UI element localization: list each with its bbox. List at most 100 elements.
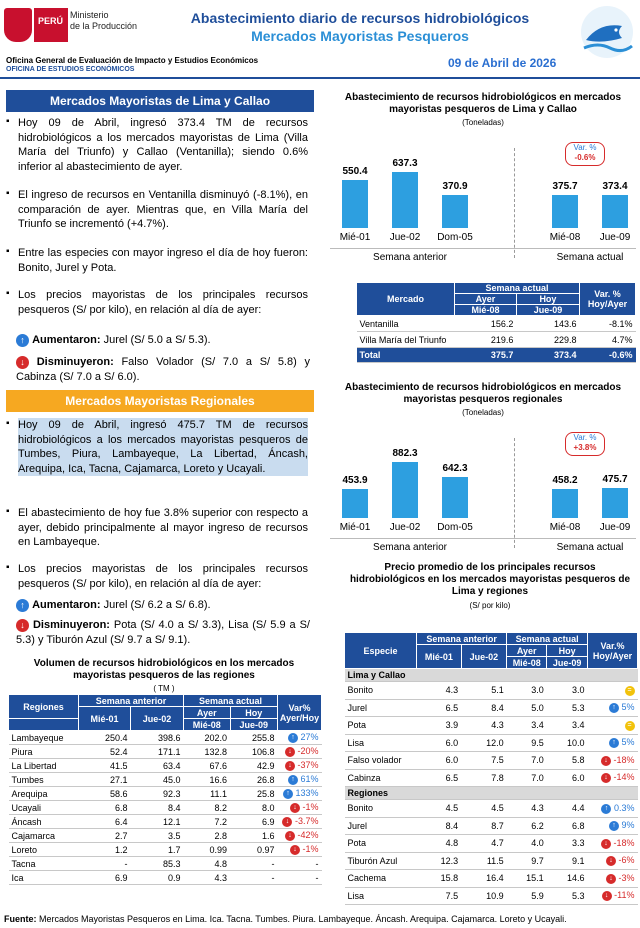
arrow-down-icon: ↓ <box>600 773 611 784</box>
chart-bar <box>552 489 578 518</box>
table-total-row: Total 375.7 373.4 -0.6% <box>356 347 636 363</box>
table-row: Bonito 4.3 5.1 3.0 3.0 = <box>344 681 638 700</box>
page-title: Abastecimiento diario de recursos hidrob… <box>190 10 530 26</box>
chart-value-label: 642.3 <box>442 463 468 474</box>
arrow-down-icon: ↓ <box>16 618 29 632</box>
arrow-down-icon: ↓ <box>282 816 293 827</box>
table-row: Piura 52.4 171.1 132.8 106.8 ↓ -20% <box>8 744 322 759</box>
bullet-icon: ▪ <box>6 188 10 199</box>
reg-paragraph-2: El abastecimiento de hoy fue 3.8% superi… <box>18 507 308 548</box>
chart2-unit: (Toneladas) <box>462 408 504 417</box>
arrow-up-icon: ↑ <box>287 774 298 785</box>
chart1-unit: (Toneladas) <box>462 118 504 127</box>
lima-banner: Mercados Mayoristas de Lima y Callao <box>6 90 314 112</box>
arrow-up-icon: ↑ <box>16 333 29 347</box>
chart-category-label: Dom-05 <box>437 522 473 533</box>
table-row: Áncash 6.4 12.1 7.2 6.9 ↓ -3.7% <box>8 814 322 829</box>
table-row: Cajamarca 2.7 3.5 2.8 1.6 ↓ -42% <box>8 828 322 843</box>
bullet-icon: ▪ <box>6 116 10 127</box>
fish-logo-icon <box>581 6 633 58</box>
arrow-down-icon: ↓ <box>289 802 300 813</box>
chart-category-label: Jue-02 <box>389 232 421 243</box>
regions-volume-table: Regiones Semana anterior Semana actual Var%… <box>8 694 322 885</box>
table-section-row: Regiones <box>344 786 638 800</box>
arrow-down-icon: ↓ <box>600 755 611 766</box>
table-row: Loreto 1.2 1.7 0.99 0.97 ↓ -1% <box>8 842 322 857</box>
table-row: Jurel 6.5 8.4 5.0 5.3 ↑ 5% <box>344 699 638 717</box>
table-row: La Libertad 41.5 63.4 67.6 42.9 ↓ -37% <box>8 758 322 773</box>
table-row: Bonito 4.5 4.5 4.3 4.4 ↑ 0.3% <box>344 799 638 818</box>
chart-axis-line <box>330 538 636 539</box>
equal-icon: = <box>624 685 635 696</box>
table-row: Tacna -85.3 4.8- - <box>8 856 322 871</box>
chart-separator <box>514 148 515 258</box>
arrow-up-icon: ↑ <box>282 788 293 799</box>
regions-volume-unit: ( TM ) <box>153 684 175 693</box>
arrow-down-icon: ↓ <box>605 873 616 884</box>
arrow-up-icon: ↑ <box>608 738 619 749</box>
page-subtitle: Mercados Mayoristas Pesqueros <box>251 28 469 44</box>
table-row: Cabinza 6.5 7.8 7.0 6.0 ↓ -14% <box>344 769 638 787</box>
variation-badge: Var. % -0.6% <box>565 142 605 166</box>
chart-group-label: Semana actual <box>556 252 624 263</box>
chart-group-label: Semana anterior <box>373 542 447 553</box>
table-row: Cachema 15.8 16.4 15.1 14.6 ↓ -3% <box>344 869 638 888</box>
table-row: Arequipa 58.6 92.3 11.1 25.8 ↑ 133% <box>8 786 322 801</box>
chart-category-label: Mié-08 <box>549 232 581 243</box>
office-subname: OFICINA DE ESTUDIOS ECONÓMICOS <box>6 66 135 73</box>
reg-price-down: ↓ Disminuyeron: Pota (S/ 4.0 a S/ 3.3), … <box>16 618 310 646</box>
footer-source: Fuente: Mercados Mayoristas Pesqueros en… <box>4 914 567 924</box>
chart-category-label: Mié-01 <box>339 232 371 243</box>
arrow-up-icon: ↑ <box>287 732 298 743</box>
chart-bar <box>392 172 418 228</box>
chart-separator <box>514 438 515 548</box>
variation-badge: Var. % +3.8% <box>565 432 605 456</box>
chart-group-label: Semana anterior <box>373 252 447 263</box>
reg-paragraph-3: Los precios mayoristas de los principale… <box>18 563 308 590</box>
arrow-down-icon: ↓ <box>284 746 295 757</box>
chart-axis-line <box>330 248 636 249</box>
chart-value-label: 375.7 <box>552 181 578 192</box>
arrow-down-icon: ↓ <box>284 760 295 771</box>
chart-group-label: Semana actual <box>556 542 624 553</box>
lima-paragraph-1: Hoy 09 de Abril, ingresó 373.4 TM de rec… <box>18 117 308 173</box>
table-row: Pota 3.9 4.3 3.4 3.4 = <box>344 716 638 735</box>
header-divider <box>0 77 640 79</box>
chart-category-label: Mié-01 <box>339 522 371 533</box>
chart-value-label: 637.3 <box>392 158 418 169</box>
chart-bar <box>342 180 368 228</box>
chart-value-label: 373.4 <box>602 181 628 192</box>
chart1: 550.4 Mié-01 637.3 Jue-02 370.9 Dom-05 375.7 Mi… <box>330 128 636 270</box>
reg-price-up: ↑ Aumentaron: Jurel (S/ 6.2 a S/ 6.8). <box>16 598 310 613</box>
arrow-down-icon: ↓ <box>289 844 300 855</box>
chart-bar <box>602 195 628 228</box>
bullet-icon: ▪ <box>6 562 10 573</box>
prices-title: Precio promedio de los principales recur… <box>349 562 631 597</box>
chart-value-label: 370.9 <box>442 181 468 192</box>
chart-value-label: 458.2 <box>552 475 578 486</box>
arrow-down-icon: ↓ <box>16 355 29 369</box>
chart-category-label: Dom-05 <box>437 232 473 243</box>
chart1-title: Abastecimiento de recursos hidrobiológic… <box>344 92 622 115</box>
bullet-icon: ▪ <box>6 418 10 429</box>
bullet-icon: ▪ <box>6 506 10 517</box>
lima-paragraph-3: Entre las especies con mayor ingreso el … <box>18 247 308 274</box>
table-row: Lambayeque 250.4 398.6 202.0 255.8 ↑ 27% <box>8 730 322 745</box>
chart-bar <box>602 488 628 518</box>
prices-table: Especie Semana anterior Semana actual Var.%… <box>344 632 638 905</box>
ministry-logo: PERÚ Ministerio de la Producción <box>4 6 154 50</box>
table-row: Tumbes 27.1 45.0 16.6 26.8 ↑ 61% <box>8 772 322 787</box>
arrow-down-icon: ↓ <box>600 838 611 849</box>
lima-paragraph-2: El ingreso de recursos en Ventanilla dis… <box>18 189 308 230</box>
chart-value-label: 882.3 <box>392 448 418 459</box>
table-row: Jurel 8.4 8.7 6.2 6.8 ↑ 9% <box>344 817 638 835</box>
table-row: Lisa 7.5 10.9 5.9 5.3 ↓ -11% <box>344 887 638 905</box>
table-row: Ventanilla 156.2 143.6 -8.1% <box>356 315 636 332</box>
table-row: Ica 6.9 0.9 4.3- - <box>8 870 322 885</box>
chart2: 453.9 Mié-01 882.3 Jue-02 642.3 Dom-05 458.2 Mi… <box>330 418 636 560</box>
arrow-up-icon: ↑ <box>601 803 612 814</box>
table-row: Villa María del Triunfo 219.6 229.8 4.7% <box>356 331 636 348</box>
chart-bar <box>392 462 418 518</box>
chart-value-label: 453.9 <box>342 475 368 486</box>
table-row: Pota 4.8 4.7 4.0 3.3 ↓ -18% <box>344 834 638 853</box>
